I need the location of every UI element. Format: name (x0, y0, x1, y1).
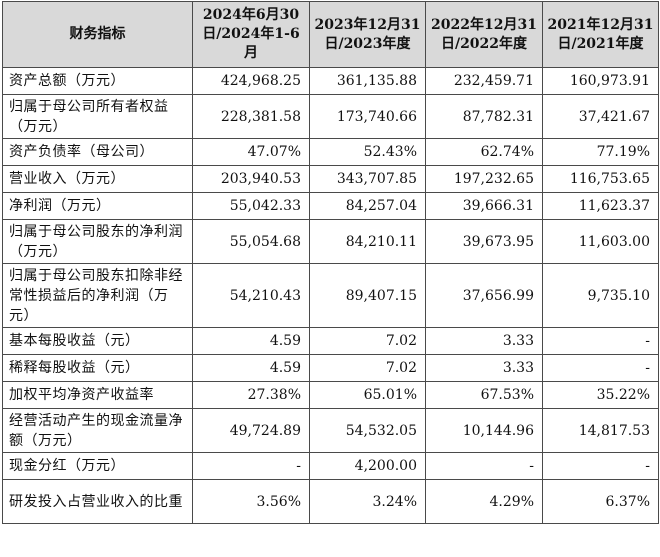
cell-value: 197,232.65 (425, 165, 543, 193)
row-label: 经营活动产生的现金流量净额（万元） (2, 408, 193, 453)
cell-value: 54,210.43 (192, 263, 310, 328)
table-row: 归属于母公司所有者权益（万元） 228,381.58 173,740.66 87… (2, 94, 659, 139)
cell-value: 11,603.00 (542, 219, 659, 264)
cell-value: 7.02 (309, 327, 426, 355)
row-label: 归属于母公司股东扣除非经常性损益后的净利润（万元） (2, 263, 193, 328)
cell-value: 7.02 (309, 354, 426, 382)
cell-value: 67.53% (425, 381, 543, 409)
row-label: 稀释每股收益（元） (2, 354, 193, 382)
cell-value: 11,623.37 (542, 192, 659, 220)
table-row: 营业收入（万元） 203,940.53 343,707.85 197,232.6… (2, 165, 659, 193)
cell-value: 84,210.11 (309, 219, 426, 264)
table-header-row: 财务指标 2024年6月30日/2024年1-6月 2023年12月31日/20… (2, 1, 659, 68)
cell-value: 55,054.68 (192, 219, 310, 264)
cell-value: 35.22% (542, 381, 659, 409)
header-2024h1: 2024年6月30日/2024年1-6月 (192, 1, 310, 68)
cell-value: 37,656.99 (425, 263, 543, 328)
row-label: 资产负债率（母公司） (2, 138, 193, 166)
header-2022: 2022年12月31日/2022年度 (425, 1, 543, 68)
cell-value: 4.59 (192, 354, 310, 382)
cell-value: 4.29% (425, 479, 543, 524)
cell-value: 3.33 (425, 327, 543, 355)
row-label: 加权平均净资产收益率 (2, 381, 193, 409)
cell-value: 3.56% (192, 479, 310, 524)
cell-value: 55,042.33 (192, 192, 310, 220)
row-label: 研发投入占营业收入的比重 (2, 479, 193, 524)
cell-value: - (192, 452, 310, 480)
row-label: 基本每股收益（元） (2, 327, 193, 355)
cell-value: 14,817.53 (542, 408, 659, 453)
cell-value: 39,673.95 (425, 219, 543, 264)
cell-value: 52.43% (309, 138, 426, 166)
cell-value: 203,940.53 (192, 165, 310, 193)
cell-value: 116,753.65 (542, 165, 659, 193)
table-row: 经营活动产生的现金流量净额（万元） 49,724.89 54,532.05 10… (2, 408, 659, 453)
cell-value: 160,973.91 (542, 67, 659, 95)
cell-value: 343,707.85 (309, 165, 426, 193)
cell-value: 62.74% (425, 138, 543, 166)
cell-value: 39,666.31 (425, 192, 543, 220)
cell-value: 37,421.67 (542, 94, 659, 139)
cell-value: 49,724.89 (192, 408, 310, 453)
cell-value: 228,381.58 (192, 94, 310, 139)
cell-value: 54,532.05 (309, 408, 426, 453)
cell-value: 87,782.31 (425, 94, 543, 139)
cell-value: 65.01% (309, 381, 426, 409)
table-row: 归属于母公司股东扣除非经常性损益后的净利润（万元） 54,210.43 89,4… (2, 263, 659, 328)
header-2023: 2023年12月31日/2023年度 (309, 1, 426, 68)
row-label: 现金分红（万元） (2, 452, 193, 480)
cell-value: 232,459.71 (425, 67, 543, 95)
table-row: 资产总额（万元） 424,968.25 361,135.88 232,459.7… (2, 67, 659, 95)
table-row: 基本每股收益（元） 4.59 7.02 3.33 - (2, 327, 659, 355)
cell-value: 3.33 (425, 354, 543, 382)
row-label: 资产总额（万元） (2, 67, 193, 95)
table-row: 稀释每股收益（元） 4.59 7.02 3.33 - (2, 354, 659, 382)
row-label: 归属于母公司股东的净利润（万元） (2, 219, 193, 264)
table-row: 净利润（万元） 55,042.33 84,257.04 39,666.31 11… (2, 192, 659, 220)
row-label: 营业收入（万元） (2, 165, 193, 193)
cell-value: 4.59 (192, 327, 310, 355)
row-label: 归属于母公司所有者权益（万元） (2, 94, 193, 139)
cell-value: 77.19% (542, 138, 659, 166)
cell-value: 173,740.66 (309, 94, 426, 139)
financial-indicators-table: 财务指标 2024年6月30日/2024年1-6月 2023年12月31日/20… (2, 1, 659, 524)
cell-value: 84,257.04 (309, 192, 426, 220)
cell-value: - (425, 452, 543, 480)
cell-value: 424,968.25 (192, 67, 310, 95)
cell-value: - (542, 452, 659, 480)
table-row: 现金分红（万元） - 4,200.00 - - (2, 452, 659, 480)
cell-value: 9,735.10 (542, 263, 659, 328)
cell-value: 4,200.00 (309, 452, 426, 480)
cell-value: 89,407.15 (309, 263, 426, 328)
cell-value: - (542, 354, 659, 382)
cell-value: 6.37% (542, 479, 659, 524)
table-row: 加权平均净资产收益率 27.38% 65.01% 67.53% 35.22% (2, 381, 659, 409)
cell-value: 361,135.88 (309, 67, 426, 95)
cell-value: 3.24% (309, 479, 426, 524)
table-row: 资产负债率（母公司） 47.07% 52.43% 62.74% 77.19% (2, 138, 659, 166)
header-indicator: 财务指标 (2, 1, 193, 68)
table-row: 归属于母公司股东的净利润（万元） 55,054.68 84,210.11 39,… (2, 219, 659, 264)
cell-value: 10,144.96 (425, 408, 543, 453)
cell-value: 27.38% (192, 381, 310, 409)
row-label: 净利润（万元） (2, 192, 193, 220)
header-2021: 2021年12月31日/2021年度 (542, 1, 659, 68)
table-row: 研发投入占营业收入的比重 3.56% 3.24% 4.29% 6.37% (2, 479, 659, 524)
cell-value: 47.07% (192, 138, 310, 166)
cell-value: - (542, 327, 659, 355)
